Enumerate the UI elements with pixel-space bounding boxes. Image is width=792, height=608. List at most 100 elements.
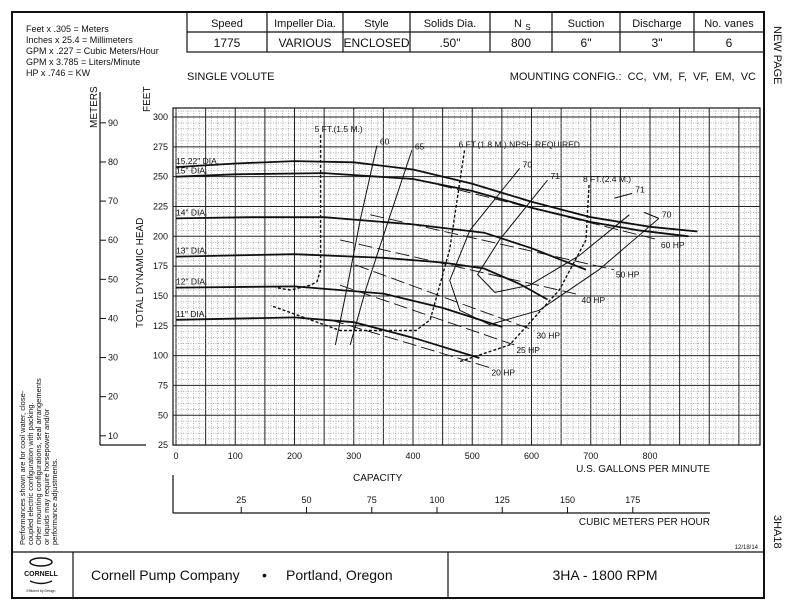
y2-tick-label: 60 (108, 235, 118, 245)
hp-label: 40 HP (581, 295, 605, 305)
efficiency-label: 71 (635, 184, 645, 194)
x2-tick-label: 150 (560, 495, 575, 505)
x-tick-label: 800 (642, 451, 657, 461)
x-tick-label: 600 (524, 451, 539, 461)
table-value: 800 (511, 36, 531, 50)
x-tick-label: 0 (173, 451, 178, 461)
x-tick-label: 100 (228, 451, 243, 461)
x-tick-label: 500 (465, 451, 480, 461)
footer-bullet: • (262, 567, 267, 583)
y-tick-label: 200 (153, 231, 168, 241)
chart-title-right: MOUNTING CONFIG.: CC, VM, F, VF, EM, VC (510, 71, 756, 83)
hp-label: 25 HP (516, 345, 540, 355)
x-unit-label: U.S. GALLONS PER MINUTE (576, 464, 710, 475)
efficiency-curve (477, 179, 630, 293)
x-tick-label: 200 (287, 451, 302, 461)
y-tick-label: 150 (153, 291, 168, 301)
y-tick-label: 175 (153, 261, 168, 271)
note-line: coupled electric configuration with pack… (26, 402, 35, 545)
x2-tick-label: 50 (301, 495, 311, 505)
x-tick-label: 400 (405, 451, 420, 461)
note-line: or liquids may require horsepower and/or (42, 408, 51, 545)
x-axis-title: CAPACITY (353, 473, 403, 484)
y-tick-label: 125 (153, 321, 168, 331)
table-header: Solids Dia. (424, 18, 477, 30)
y-tick-label: 50 (158, 410, 168, 420)
y2-tick-label: 50 (108, 274, 118, 284)
hp-label: 60 HP (661, 240, 685, 250)
y-tick-label: 25 (158, 440, 168, 450)
hp-line (419, 179, 660, 241)
y-tick-label: 100 (153, 351, 168, 361)
table-header: Discharge (632, 18, 682, 30)
hp-label: 20 HP (491, 368, 515, 378)
company-name: Cornell Pump Company (91, 567, 240, 583)
table-header: Impeller Dia. (274, 18, 336, 30)
efficiency-curve (334, 145, 378, 345)
efficiency-curve (449, 167, 660, 326)
npsh-label: 6 FT.(1.8 M.) NPSH REQUIRED (459, 139, 580, 149)
table-header: Suction (568, 18, 605, 30)
impeller-label: 13" DIA. (176, 246, 207, 256)
conversion-line: GPM x .227 = Cubic Meters/Hour (26, 46, 159, 56)
curve-labels: 15.22" DIA.15" DIA. 14" DIA. 13" DIA. 12" D… (176, 124, 685, 378)
hp-label: 50 HP (616, 270, 640, 280)
impeller-label: 15.22" DIA. (176, 156, 219, 166)
y-unit-label: FEET (142, 86, 153, 112)
note-line: Other mounting configurations, seal arra… (34, 378, 43, 545)
note-line: performance adjustments. (50, 458, 59, 545)
performance-notes: Performances shown are for cool water, c… (18, 378, 59, 545)
date-label: 12/18/14 (735, 545, 759, 551)
impeller-label: 12" DIA. (176, 277, 207, 287)
impeller-curve (175, 316, 480, 359)
impeller-curve (175, 253, 548, 301)
hp-line (329, 319, 490, 368)
efficiency-label: 70 (523, 159, 533, 169)
efficiency-curve (614, 192, 633, 199)
x2-tick-label: 25 (236, 495, 246, 505)
x-tick-label: 300 (346, 451, 361, 461)
x-tick-label: 700 (583, 451, 598, 461)
impeller-curve (175, 285, 503, 328)
conversion-line: Feet x .305 = Meters (26, 24, 109, 34)
y2-tick-label: 30 (108, 353, 118, 363)
y-tick-label: 275 (153, 142, 168, 152)
conversion-notes: Feet x .305 = Meters Inches x 25.4 = Mil… (26, 24, 159, 78)
efficiency-curve (349, 150, 413, 346)
axes: 0 100 200 300 400 500 600 700 800 25 50 75 100 125 150… (99, 92, 710, 514)
logo-text: CORNELL (24, 571, 59, 578)
y2-tick-label: 70 (108, 196, 118, 206)
table-value: VARIOUS (278, 36, 331, 50)
efficiency-label: 71 (550, 171, 560, 181)
x2-tick-label: 75 (367, 495, 377, 505)
table-value: .50" (440, 36, 461, 50)
y-tick-label: 75 (158, 380, 168, 390)
efficiency-label: 65 (415, 141, 425, 151)
conversion-line: GPM x 3.785 = Liters/Minute (26, 57, 140, 67)
x2-tick-label: 175 (625, 495, 640, 505)
drawing-code-label: 3HA18 (771, 515, 783, 549)
y2-tick-label: 10 (108, 431, 118, 441)
table-header: N (514, 18, 522, 30)
hp-line (355, 264, 535, 331)
y2-tick-label: 80 (108, 157, 118, 167)
npsh-curve (275, 134, 322, 291)
y2-tick-label: 40 (108, 313, 118, 323)
impeller-label: 14" DIA. (176, 207, 207, 217)
y2-tick-label: 90 (108, 118, 118, 128)
table-header: Style (364, 18, 388, 30)
hp-line (370, 214, 614, 271)
impeller-label: 15" DIA. (176, 166, 207, 176)
efficiency-curve (643, 211, 660, 219)
spec-table: Speed 1775 Impeller Dia. VARIOUS Style ENCLOS… (186, 11, 765, 53)
table-value: 6 (726, 36, 733, 50)
conversion-line: Inches x 25.4 = Millimeters (26, 35, 133, 45)
curves (175, 134, 698, 368)
x2-tick-label: 125 (495, 495, 510, 505)
hp-line (339, 284, 515, 346)
npsh-label: 8 FT.(2.4 M.) (583, 174, 631, 184)
table-value: 3" (652, 36, 663, 50)
table-header: Speed (211, 18, 243, 30)
y2-tick-label: 20 (108, 392, 118, 402)
